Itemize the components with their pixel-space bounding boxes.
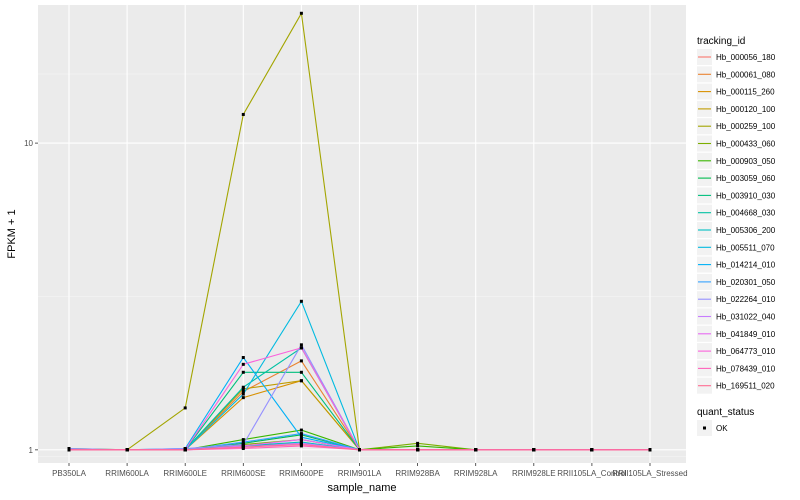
legend-label: Hb_169511_020 xyxy=(716,382,775,391)
data-point xyxy=(241,370,245,374)
data-point xyxy=(299,438,303,442)
x-tick-label: RRII105LA_Stressed xyxy=(612,469,687,478)
grid xyxy=(38,5,686,463)
data-point xyxy=(241,387,245,391)
x-tick-label: RRII105LA_Control xyxy=(557,469,627,478)
y-tick-label: 10 xyxy=(24,139,33,148)
data-point xyxy=(241,440,245,444)
data-point xyxy=(299,379,303,383)
data-point xyxy=(241,445,245,449)
legend-shape-entries: OK xyxy=(697,420,728,436)
legend-shape: quant_status OK xyxy=(697,407,754,436)
data-point xyxy=(358,448,361,452)
x-tick-label: RRIM901LA xyxy=(338,469,382,478)
data-point xyxy=(416,448,420,452)
data-point xyxy=(590,448,594,452)
legend-label: Hb_041849_010 xyxy=(716,330,776,339)
x-tick-label: RRIM600LA xyxy=(105,469,149,478)
data-point xyxy=(416,441,420,445)
legend-label: Hb_005306_200 xyxy=(716,226,776,235)
x-tick-label: RRIM928LA xyxy=(454,469,498,478)
x-tick-label: RRIM600SE xyxy=(221,469,265,478)
x-tick-label: RRIM928BA xyxy=(395,469,440,478)
legend-label: Hb_000120_100 xyxy=(716,105,776,114)
x-tick-label: RRIM600PE xyxy=(279,469,323,478)
legend-label: Hb_078439_010 xyxy=(716,364,776,373)
legend-label: Hb_000061_080 xyxy=(716,70,776,79)
x-tick-label: RRIM600LE xyxy=(163,469,207,478)
x-tick-label: PB350LA xyxy=(52,469,86,478)
legend-label: Hb_031022_040 xyxy=(716,313,776,322)
x-tick-label: RRIM928LE xyxy=(512,469,556,478)
legend-color: tracking_id Hb_000056_180Hb_000061_080Hb… xyxy=(697,36,776,394)
data-point xyxy=(299,359,303,363)
data-point xyxy=(241,392,245,396)
legend-label: Hb_000115_260 xyxy=(716,88,775,97)
data-point xyxy=(299,11,303,15)
data-point xyxy=(299,428,303,432)
legend-shape-title: quant_status xyxy=(697,407,754,418)
legend-label: Hb_014214_010 xyxy=(716,261,776,270)
data-point xyxy=(299,346,303,350)
legend-label: Hb_004668_030 xyxy=(716,209,776,218)
data-point xyxy=(299,370,303,374)
data-point xyxy=(241,389,245,393)
data-point xyxy=(299,343,303,347)
data-point xyxy=(532,448,536,452)
legend-label: Hb_003910_030 xyxy=(716,191,776,200)
points xyxy=(67,11,652,452)
data-point xyxy=(299,432,303,436)
data-point xyxy=(241,112,245,116)
data-point xyxy=(299,443,303,447)
data-point xyxy=(241,362,245,366)
legend-label: Hb_005511_070 xyxy=(716,243,775,252)
x-axis-title: sample_name xyxy=(327,482,396,494)
data-point xyxy=(299,299,303,303)
data-point xyxy=(416,444,420,448)
data-point xyxy=(125,448,129,452)
legend-label: Hb_000433_060 xyxy=(716,140,776,149)
data-point xyxy=(648,448,652,452)
data-point xyxy=(299,435,303,439)
data-point xyxy=(241,438,245,442)
legend-key-point xyxy=(703,426,706,430)
data-point xyxy=(183,448,187,452)
y-tick-label: 1 xyxy=(29,446,34,455)
legend-label: Hb_000903_050 xyxy=(716,157,776,166)
y-axis: 1 10 xyxy=(24,139,38,455)
y-axis-title: FPKM + 1 xyxy=(6,209,18,258)
legend-label: Hb_022264_010 xyxy=(716,295,776,304)
data-point xyxy=(241,385,245,389)
data-point xyxy=(241,356,245,360)
legend-color-title: tracking_id xyxy=(697,36,745,47)
data-point xyxy=(241,396,245,400)
legend-label: Hb_000259_100 xyxy=(716,122,776,131)
x-axis: PB350LA RRIM600LA RRIM600LE RRIM600SE RRIM60… xyxy=(52,463,688,478)
legend-label: Hb_000056_180 xyxy=(716,53,776,62)
legend-label: Hb_064773_010 xyxy=(716,347,776,356)
legend-label: Hb_020301_050 xyxy=(716,278,776,287)
data-point xyxy=(67,448,71,452)
data-point xyxy=(183,406,187,410)
panel-background xyxy=(38,5,686,463)
legend-label: OK xyxy=(716,424,728,433)
legend-color-entries: Hb_000056_180 Hb_000061_080 Hb_000115_260 H… xyxy=(697,49,776,394)
data-point xyxy=(474,448,478,452)
legend-label: Hb_003059_060 xyxy=(716,174,776,183)
